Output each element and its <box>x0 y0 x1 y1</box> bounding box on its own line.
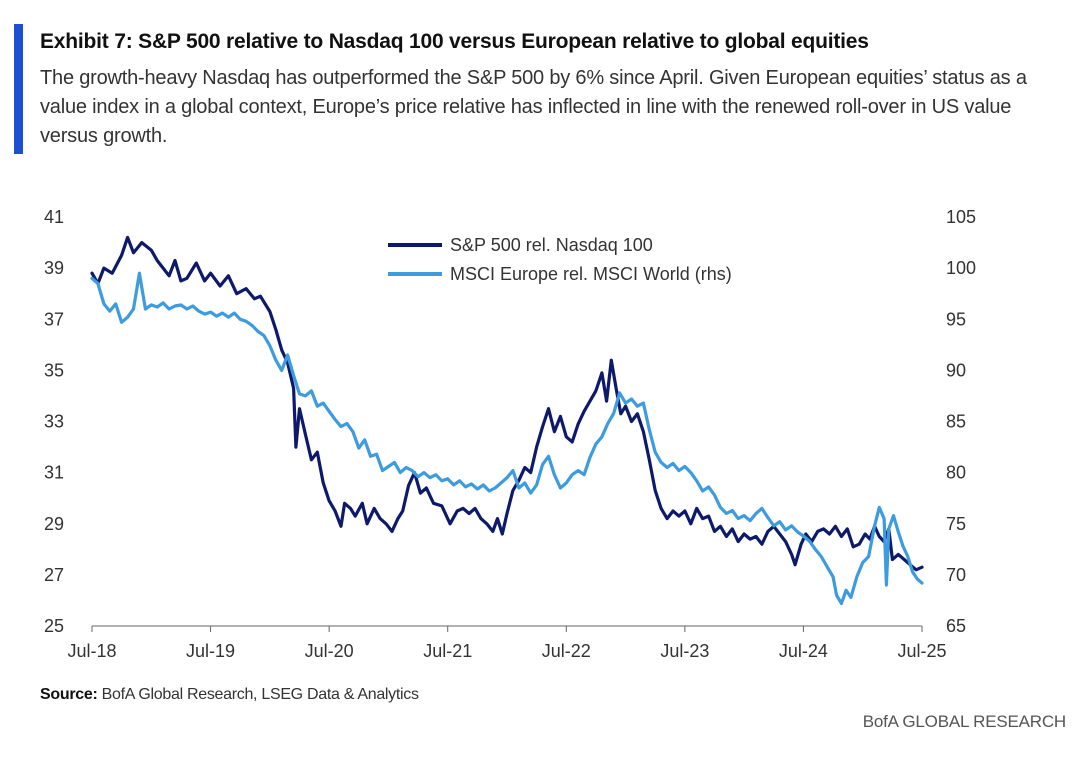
right-tick-label: 80 <box>946 463 966 483</box>
x-tick-label: Jul-23 <box>660 641 709 661</box>
right-axis: 65 70 75 80 85 90 95 100 105 <box>946 207 976 636</box>
series-line-sp500-rel-nasdaq <box>90 235 924 572</box>
left-tick-label: 41 <box>44 207 64 227</box>
right-tick-label: 75 <box>946 514 966 534</box>
legend-label: MSCI Europe rel. MSCI World (rhs) <box>450 264 732 284</box>
x-tick-label: Jul-18 <box>67 641 116 661</box>
brand-mark: BofA GLOBAL RESEARCH <box>862 712 1066 731</box>
left-axis: 25 27 29 31 33 35 37 39 41 <box>44 207 64 636</box>
x-tick-label: Jul-20 <box>305 641 354 661</box>
x-tick-label: Jul-19 <box>186 641 235 661</box>
x-tick-label: Jul-22 <box>542 641 591 661</box>
left-tick-label: 29 <box>44 514 64 534</box>
series-layer <box>90 235 924 606</box>
source-text: BofA Global Research, LSEG Data & Analyt… <box>97 686 419 703</box>
x-axis: Jul-18 Jul-19 Jul-20 Jul-21 Jul-22 Jul-23 Jul-… <box>67 626 947 661</box>
x-tick-label: Jul-21 <box>423 641 472 661</box>
left-tick-label: 37 <box>44 309 64 329</box>
series-line-europe-rel-world <box>90 271 924 606</box>
left-tick-label: 39 <box>44 258 64 278</box>
left-tick-label: 35 <box>44 360 64 380</box>
left-tick-label: 31 <box>44 463 64 483</box>
source-label: Source: <box>40 686 98 703</box>
left-tick-label: 25 <box>44 616 64 636</box>
right-tick-label: 90 <box>946 360 966 380</box>
right-tick-label: 65 <box>946 616 966 636</box>
exhibit-title: Exhibit 7: S&P 500 relative to Nasdaq 10… <box>40 30 869 53</box>
exhibit-subtitle: The growth-heavy Nasdaq has outperformed… <box>40 67 1027 147</box>
right-tick-label: 95 <box>946 309 966 329</box>
legend-label: S&P 500 rel. Nasdaq 100 <box>450 235 653 255</box>
x-tick-label: Jul-24 <box>779 641 828 661</box>
right-tick-label: 105 <box>946 207 976 227</box>
legend: S&P 500 rel. Nasdaq 100 MSCI Europe rel. … <box>388 235 732 284</box>
left-tick-label: 27 <box>44 565 64 585</box>
accent-bar <box>14 24 23 154</box>
x-tick-label: Jul-25 <box>897 641 946 661</box>
left-tick-label: 33 <box>44 412 64 432</box>
right-tick-label: 70 <box>946 565 966 585</box>
right-tick-label: 85 <box>946 412 966 432</box>
right-tick-label: 100 <box>946 258 976 278</box>
source-note: Source: BofA Global Research, LSEG Data … <box>40 686 419 704</box>
